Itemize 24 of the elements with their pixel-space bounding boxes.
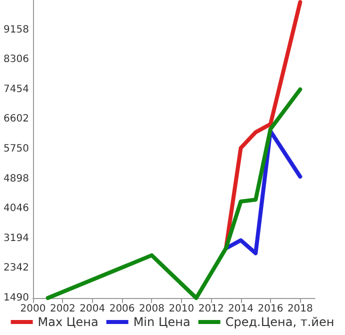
y-tick-label: 4046 (4, 203, 29, 214)
x-tick-label: 2004 (80, 304, 106, 314)
y-tick-label: 3194 (4, 232, 29, 244)
y-tick-label: 8306 (4, 54, 29, 66)
y-tick-label: 7454 (4, 84, 29, 95)
x-tick-label: 2016 (258, 304, 284, 314)
y-tick-label: 5750 (4, 144, 29, 154)
x-tick-label: 2000 (20, 304, 46, 314)
x-tick-label: 2006 (109, 304, 135, 314)
legend-label: Сред.Цена, т.йен (225, 315, 334, 329)
y-tick-label: 6602 (4, 114, 29, 125)
y-tick-label: 9158 (4, 24, 29, 36)
y-tick-label: 4898 (4, 173, 29, 184)
line-series (46, 87, 302, 300)
legend-label: Max Цена (38, 315, 98, 329)
x-tick-label: 2002 (50, 304, 76, 314)
legend-label: Min Цена (133, 315, 190, 329)
x-tick-label: 2012 (198, 304, 224, 314)
x-tick-label: 2018 (287, 304, 313, 314)
y-tick-label: 2342 (4, 262, 29, 274)
x-tick-label: 2014 (228, 304, 254, 314)
y-tick-label: 1490 (4, 292, 29, 304)
x-tick-label: 2008 (139, 304, 164, 314)
x-tick-label: 2010 (168, 304, 194, 314)
